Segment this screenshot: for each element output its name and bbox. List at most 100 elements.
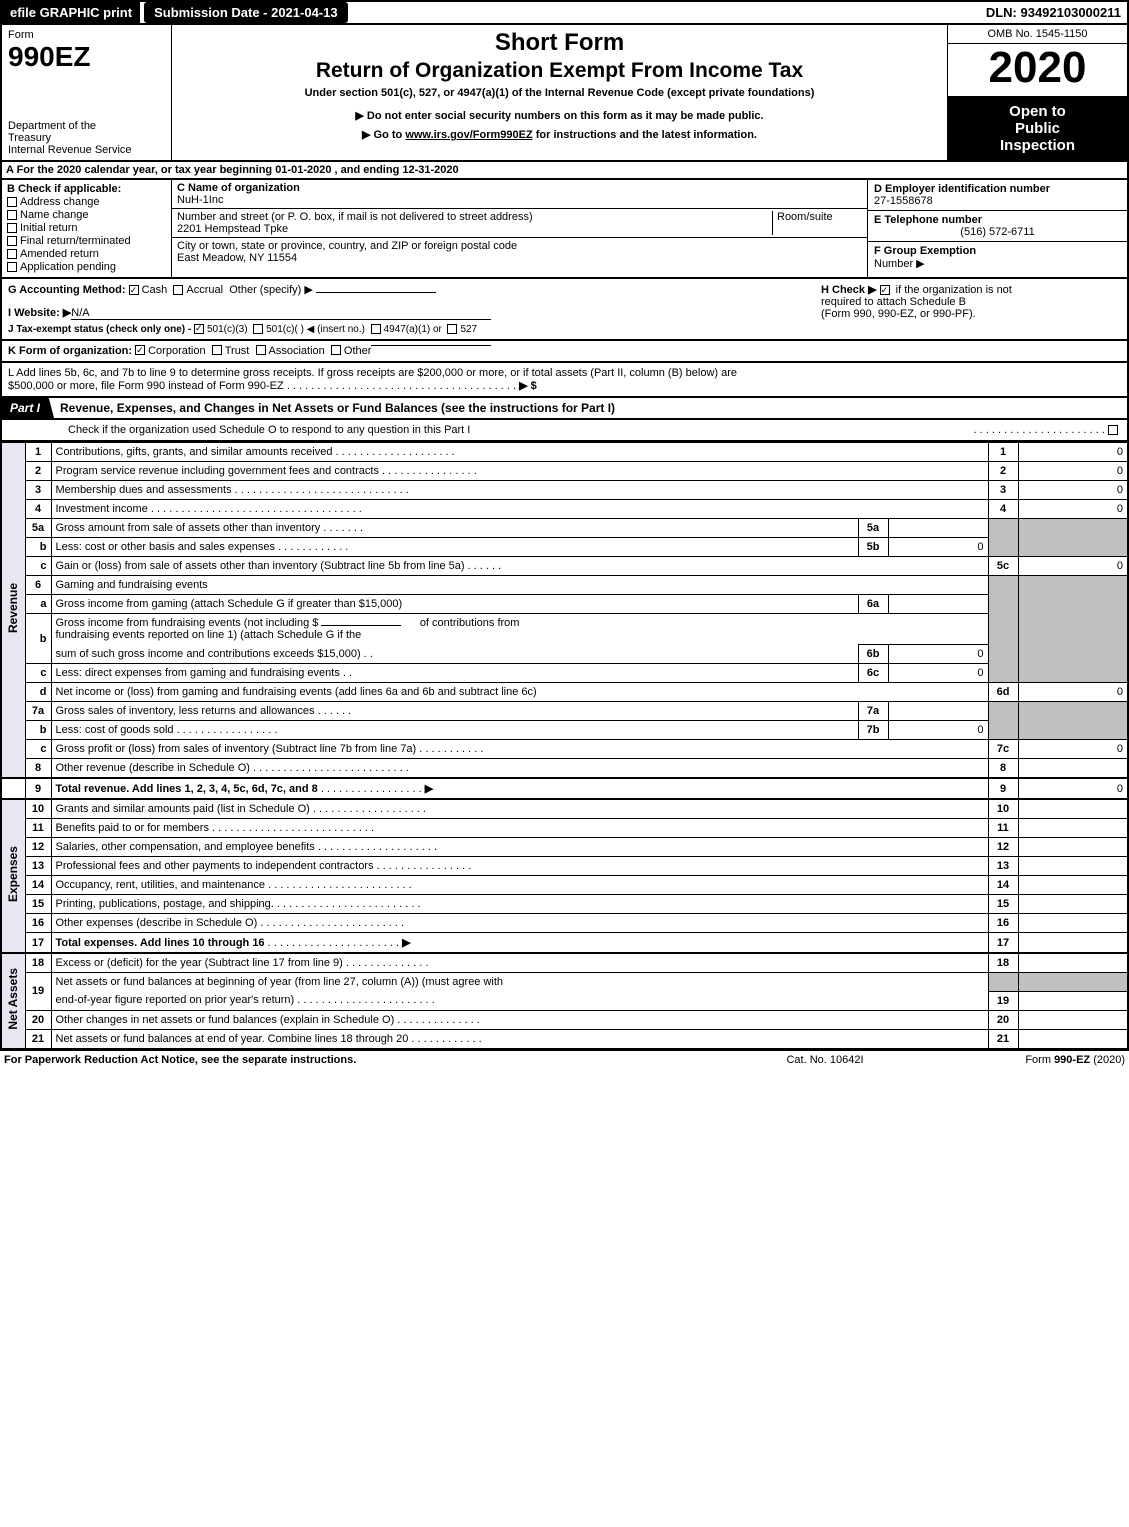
- chk-assoc[interactable]: [256, 345, 266, 355]
- line-6c-num: c: [25, 664, 51, 683]
- chk-name-change[interactable]: [7, 210, 17, 220]
- ssn-warning: ▶ Do not enter social security numbers o…: [176, 109, 943, 122]
- line-15-desc: Printing, publications, postage, and shi…: [56, 898, 274, 910]
- chk-501c[interactable]: [253, 324, 263, 334]
- line-18-desc: Excess or (deficit) for the year (Subtra…: [56, 957, 343, 969]
- line-1-desc: Contributions, gifts, grants, and simila…: [56, 446, 333, 458]
- line-7b-num: b: [25, 721, 51, 740]
- chk-other-org[interactable]: [331, 345, 341, 355]
- line-6d-rlbl: 6d: [988, 683, 1018, 702]
- line-18-rlbl: 18: [988, 953, 1018, 973]
- lbl-final-return: Final return/terminated: [20, 235, 131, 247]
- c-org-name: NuH-1Inc: [177, 194, 862, 206]
- chk-final-return[interactable]: [7, 236, 17, 246]
- line-9-arrow: ▶: [425, 783, 433, 795]
- footer-mid: Cat. No. 10642I: [725, 1054, 925, 1066]
- line-6c-blbl: 6c: [858, 664, 888, 683]
- line-13-rlbl: 13: [988, 857, 1018, 876]
- line-9-num: 9: [25, 778, 51, 799]
- line-19-d2: end-of-year figure reported on prior yea…: [56, 994, 295, 1006]
- line-5a-row: 5a Gross amount from sale of assets othe…: [1, 519, 1128, 538]
- dln-label: DLN: 93492103000211: [980, 2, 1127, 23]
- irs-link[interactable]: www.irs.gov/Form990EZ: [405, 129, 532, 141]
- chk-corp[interactable]: [135, 345, 145, 355]
- line-19-rlbl: 19: [988, 991, 1018, 1010]
- chk-527[interactable]: [447, 324, 457, 334]
- lbl-4947: 4947(a)(1) or: [384, 324, 442, 335]
- line-3-rlbl: 3: [988, 481, 1018, 500]
- line-7a-num: 7a: [25, 702, 51, 721]
- line-6b-d3: fundraising events reported on line 1) (…: [56, 629, 362, 641]
- footer-left: For Paperwork Reduction Act Notice, see …: [4, 1054, 725, 1066]
- under-section-text: Under section 501(c), 527, or 4947(a)(1)…: [176, 87, 943, 99]
- chk-trust[interactable]: [212, 345, 222, 355]
- chk-cash[interactable]: [129, 285, 139, 295]
- line-14-row: 14 Occupancy, rent, utilities, and maint…: [1, 876, 1128, 895]
- dept-line-3: Internal Revenue Service: [8, 144, 165, 156]
- efile-print-button[interactable]: efile GRAPHIC print: [2, 2, 140, 23]
- i-label: I Website: ▶: [8, 307, 71, 319]
- d-ein: 27-1558678: [874, 195, 1121, 207]
- line-3-row: 3 Membership dues and assessments . . . …: [1, 481, 1128, 500]
- chk-h[interactable]: [880, 285, 890, 295]
- other-specify-field[interactable]: [316, 292, 436, 293]
- line-6a-bval: [888, 595, 988, 614]
- line-6b-d1: Gross income from fundraising events (no…: [56, 617, 319, 629]
- submission-date-badge: Submission Date - 2021-04-13: [144, 2, 348, 23]
- line-5c-num: c: [25, 557, 51, 576]
- line-8-num: 8: [25, 759, 51, 779]
- row-a-tax-year: A For the 2020 calendar year, or tax yea…: [0, 162, 1129, 180]
- line-6-num: 6: [25, 576, 51, 595]
- page-footer: For Paperwork Reduction Act Notice, see …: [0, 1050, 1129, 1069]
- line-6a-blbl: 6a: [858, 595, 888, 614]
- line-5a-num: 5a: [25, 519, 51, 538]
- lbl-application-pending: Application pending: [20, 261, 116, 273]
- line-6d-num: d: [25, 683, 51, 702]
- line-7c-desc: Gross profit or (loss) from sales of inv…: [56, 743, 417, 755]
- h-line-2: required to attach Schedule B: [821, 296, 1121, 308]
- chk-accrual[interactable]: [173, 285, 183, 295]
- line-13-desc: Professional fees and other payments to …: [56, 860, 374, 872]
- line-6b-amount-field[interactable]: [321, 625, 401, 626]
- part-1-table: Revenue 1 Contributions, gifts, grants, …: [0, 442, 1129, 1050]
- inspection-badge: Open to Public Inspection: [948, 97, 1127, 160]
- line-7a-desc: Gross sales of inventory, less returns a…: [56, 705, 315, 717]
- line-6b-d2: of contributions from: [420, 617, 520, 629]
- line-5b-row: b Less: cost or other basis and sales ex…: [1, 538, 1128, 557]
- line-15-rlbl: 15: [988, 895, 1018, 914]
- chk-4947[interactable]: [371, 324, 381, 334]
- line-6-row: 6 Gaming and fundraising events: [1, 576, 1128, 595]
- chk-application-pending[interactable]: [7, 262, 17, 272]
- chk-initial-return[interactable]: [7, 223, 17, 233]
- chk-address-change[interactable]: [7, 197, 17, 207]
- line-21-row: 21 Net assets or fund balances at end of…: [1, 1029, 1128, 1049]
- line-5c-rlbl: 5c: [988, 557, 1018, 576]
- net-assets-tab: Net Assets: [1, 953, 25, 1049]
- line-17-arrow: ▶: [402, 937, 410, 949]
- row-l: L Add lines 5b, 6c, and 7b to line 9 to …: [0, 363, 1129, 398]
- short-form-title: Short Form: [176, 29, 943, 57]
- chk-part1-schedO[interactable]: [1108, 425, 1118, 435]
- line-6d-desc: Net income or (loss) from gaming and fun…: [51, 683, 988, 702]
- lbl-address-change: Address change: [20, 196, 100, 208]
- l-line-2: $500,000 or more, file Form 990 instead …: [8, 380, 284, 392]
- line-15-val: [1018, 895, 1128, 914]
- line-7b-row: b Less: cost of goods sold . . . . . . .…: [1, 721, 1128, 740]
- dept-line-1: Department of the: [8, 120, 165, 132]
- chk-amended-return[interactable]: [7, 249, 17, 259]
- return-title: Return of Organization Exempt From Incom…: [176, 59, 943, 83]
- line-6-desc: Gaming and fundraising events: [51, 576, 988, 595]
- line-21-rlbl: 21: [988, 1029, 1018, 1049]
- line-4-rlbl: 4: [988, 500, 1018, 519]
- lbl-other-org: Other: [344, 345, 372, 357]
- other-org-field[interactable]: [371, 345, 491, 346]
- city-label: City or town, state or province, country…: [177, 240, 862, 252]
- lbl-other-specify: Other (specify) ▶: [229, 284, 313, 296]
- line-10-num: 10: [25, 799, 51, 819]
- form-number: 990EZ: [8, 41, 165, 73]
- line-17-row: 17 Total expenses. Add lines 10 through …: [1, 933, 1128, 954]
- line-11-row: 11 Benefits paid to or for members . . .…: [1, 819, 1128, 838]
- line-10-rlbl: 10: [988, 799, 1018, 819]
- chk-501c3[interactable]: [194, 324, 204, 334]
- addr-value: 2201 Hempstead Tpke: [177, 223, 772, 235]
